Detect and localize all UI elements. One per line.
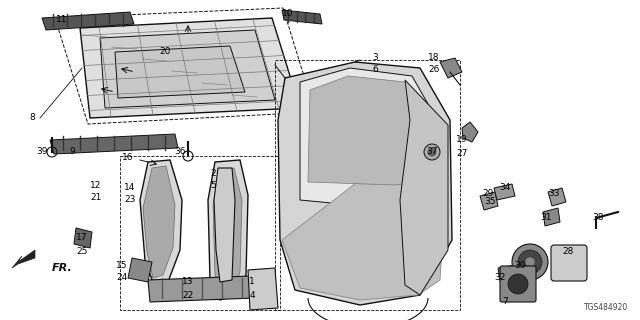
Circle shape [512, 244, 548, 280]
Text: TGS484920: TGS484920 [584, 303, 628, 312]
Text: 13: 13 [182, 277, 194, 286]
Polygon shape [100, 30, 275, 108]
Polygon shape [548, 188, 566, 206]
Polygon shape [543, 208, 560, 226]
Polygon shape [148, 276, 255, 302]
Text: 39: 39 [36, 148, 48, 156]
Text: 34: 34 [499, 183, 511, 193]
Circle shape [508, 274, 528, 294]
Text: 28: 28 [563, 247, 573, 257]
Text: 17: 17 [76, 234, 88, 243]
Text: 18: 18 [428, 53, 440, 62]
Text: 1: 1 [249, 277, 255, 286]
Polygon shape [480, 192, 498, 210]
Text: 10: 10 [282, 10, 294, 19]
Text: 38: 38 [592, 213, 604, 222]
Text: 32: 32 [494, 274, 506, 283]
Polygon shape [50, 134, 178, 154]
Polygon shape [300, 68, 440, 210]
Text: 14: 14 [124, 183, 136, 193]
Text: 8: 8 [29, 114, 35, 123]
Text: 16: 16 [122, 154, 134, 163]
Polygon shape [140, 160, 182, 288]
Text: 15: 15 [116, 260, 128, 269]
Text: 37: 37 [426, 148, 438, 156]
Circle shape [525, 257, 535, 267]
Text: 4: 4 [249, 291, 255, 300]
Text: 12: 12 [90, 180, 102, 189]
Text: 9: 9 [69, 148, 75, 156]
Text: 35: 35 [484, 197, 496, 206]
Text: 20: 20 [159, 47, 171, 57]
FancyBboxPatch shape [551, 245, 587, 281]
Circle shape [428, 148, 436, 156]
Polygon shape [208, 160, 248, 300]
Text: 24: 24 [116, 274, 127, 283]
Text: 25: 25 [76, 247, 88, 257]
Text: 5: 5 [210, 181, 216, 190]
Polygon shape [498, 265, 518, 281]
Text: 23: 23 [124, 196, 136, 204]
Polygon shape [42, 12, 134, 30]
Polygon shape [214, 168, 235, 282]
Polygon shape [440, 58, 462, 78]
Text: 33: 33 [548, 188, 560, 197]
Polygon shape [282, 130, 445, 300]
Polygon shape [12, 250, 35, 268]
Polygon shape [115, 46, 245, 98]
Polygon shape [74, 228, 92, 248]
Polygon shape [128, 258, 152, 282]
Text: 22: 22 [182, 292, 194, 300]
Polygon shape [308, 76, 432, 185]
Polygon shape [278, 62, 452, 305]
Text: 26: 26 [428, 66, 440, 75]
Text: FR.: FR. [52, 263, 73, 273]
Text: 29: 29 [483, 189, 493, 198]
Polygon shape [248, 268, 278, 310]
Text: 7: 7 [502, 298, 508, 307]
Text: 2: 2 [210, 169, 216, 178]
Text: 36: 36 [174, 148, 186, 156]
Text: 6: 6 [372, 66, 378, 75]
Polygon shape [400, 80, 448, 295]
Text: 27: 27 [456, 148, 468, 157]
Circle shape [424, 144, 440, 160]
Polygon shape [462, 122, 478, 142]
Text: 19: 19 [456, 135, 468, 145]
Polygon shape [143, 166, 175, 278]
Polygon shape [494, 184, 515, 200]
Text: 31: 31 [540, 213, 552, 222]
Polygon shape [80, 18, 300, 118]
Polygon shape [282, 10, 322, 24]
Text: 21: 21 [90, 194, 102, 203]
Circle shape [518, 250, 542, 274]
FancyBboxPatch shape [500, 266, 536, 302]
Text: 3: 3 [372, 53, 378, 62]
Text: 11: 11 [56, 15, 68, 25]
Text: 30: 30 [515, 260, 525, 269]
Polygon shape [213, 168, 242, 292]
